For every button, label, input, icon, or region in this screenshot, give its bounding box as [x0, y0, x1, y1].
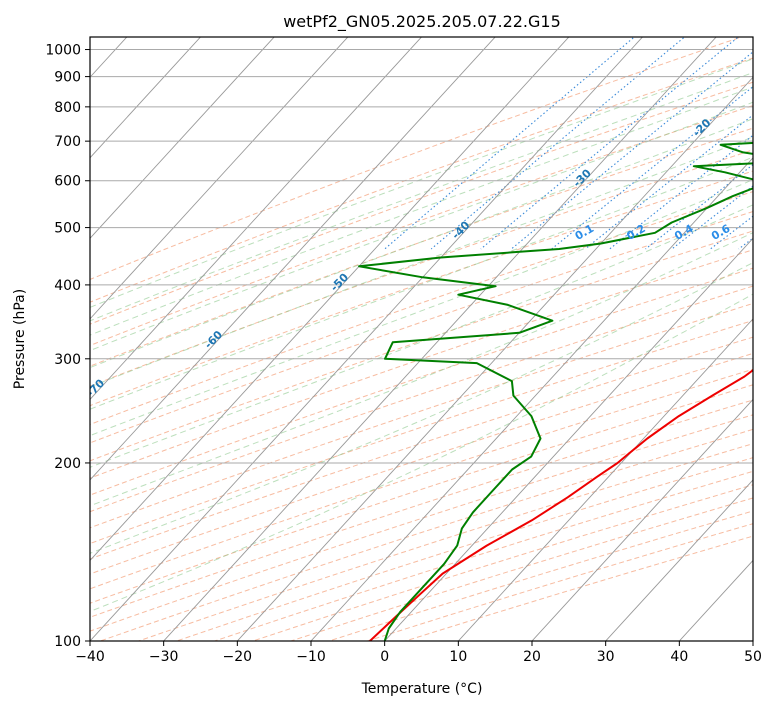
- isotherm-line: [90, 37, 275, 240]
- isotherm-line: [163, 37, 717, 641]
- dry-adiabat-line: [90, 191, 753, 426]
- isotherm-label: -40: [449, 218, 472, 241]
- isotherm-line: [90, 37, 349, 320]
- x-tick-label: −20: [223, 649, 253, 665]
- background-lines: [90, 25, 775, 641]
- dry-adiabat-line: [90, 210, 753, 444]
- dry-adiabat-line: [90, 81, 753, 325]
- moist-adiabat-line: [90, 58, 753, 308]
- dry-adiabat-line: [90, 37, 743, 280]
- isotherm-line: [90, 37, 496, 481]
- y-tick-label: 800: [54, 100, 81, 116]
- moist-adiabat-line: [90, 136, 753, 388]
- x-tick-label: −40: [75, 649, 105, 665]
- mixing-ratio-line: [551, 85, 753, 250]
- dry-adiabat-line: [213, 470, 753, 641]
- isotherm-line: [310, 157, 753, 641]
- x-tick-label: 20: [523, 649, 541, 665]
- dry-adiabat-line: [251, 484, 753, 641]
- x-tick-label: 50: [744, 649, 762, 665]
- mixing-ratio-label: 0.1: [573, 222, 596, 243]
- mixing-ratio-line: [384, 37, 636, 250]
- dry-adiabat-line: [289, 497, 753, 641]
- dry-adiabat-line: [90, 319, 753, 545]
- moist-adiabat-line: [90, 101, 753, 352]
- dry-adiabat-line: [90, 127, 753, 367]
- isotherm-line: [90, 37, 644, 641]
- x-tick-label: 30: [597, 649, 615, 665]
- line-labels: -100-90-80-70-60-50-40-30-20-10010203040…: [84, 116, 753, 400]
- grid-lines: [0, 25, 753, 668]
- isotherm-line: [90, 37, 202, 159]
- dry-adiabat-line: [90, 352, 753, 575]
- isotherm-label: -30: [571, 166, 594, 189]
- y-tick-label: 400: [54, 278, 81, 294]
- isotherm-line: [531, 398, 753, 641]
- x-axis-label: Temperature (°C): [361, 681, 483, 697]
- series-layer: [358, 141, 753, 641]
- mixing-ratio-line: [480, 37, 740, 250]
- y-tick-label: 100: [54, 634, 81, 650]
- profile-series-line: [358, 141, 753, 641]
- x-tick-label: 40: [670, 649, 688, 665]
- moist-adiabat-line: [90, 86, 753, 336]
- isotherm-line: [90, 37, 570, 562]
- isotherm-line: [90, 37, 423, 401]
- y-axis-label: Pressure (hPa): [12, 289, 28, 389]
- mixing-ratio-label: 0.4: [672, 222, 696, 243]
- chart-title: wetPf2_GN05.2025.205.07.22.G15: [283, 12, 561, 32]
- isotherm-line: [0, 25, 64, 668]
- moist-adiabat-line: [90, 179, 753, 437]
- y-axis: 100 200 300 400 500 600 700 800 900 1000: [45, 43, 90, 650]
- plot-frame: [89, 36, 754, 642]
- dry-adiabat-line: [90, 170, 753, 407]
- y-tick-label: 500: [54, 221, 81, 237]
- x-tick-label: 10: [449, 649, 467, 665]
- x-tick-label: −30: [149, 649, 179, 665]
- x-axis: −40 −30 −20 −10 0 10 20 30 40 50: [75, 641, 762, 665]
- y-tick-label: 300: [54, 352, 81, 368]
- mixing-ratio-line: [761, 25, 775, 249]
- isotherm-line: [678, 559, 753, 641]
- moist-adiabat-line: [90, 156, 753, 410]
- dry-adiabat-line: [90, 368, 753, 590]
- profile-series-line: [369, 368, 753, 641]
- y-tick-label: 700: [54, 134, 81, 150]
- isotherm-line: [752, 640, 753, 641]
- mixing-ratio-line: [738, 237, 753, 250]
- x-tick-label: −10: [296, 649, 326, 665]
- dry-adiabat-line: [90, 336, 753, 560]
- isotherm-label: -70: [84, 376, 107, 399]
- mixing-ratio-line: [710, 215, 753, 250]
- isotherm-line: [236, 76, 753, 641]
- dry-adiabat-line: [90, 384, 753, 604]
- y-tick-label: 900: [54, 70, 81, 86]
- moist-adiabat-line: [90, 232, 753, 507]
- y-tick-label: 1000: [45, 43, 81, 59]
- mixing-ratio-line: [645, 163, 753, 250]
- y-tick-label: 600: [54, 174, 81, 190]
- y-tick-label: 200: [54, 456, 81, 472]
- dry-adiabat-line: [90, 230, 753, 462]
- isotherm-line: [457, 318, 753, 641]
- mixing-ratio-line: [430, 37, 686, 250]
- mixing-ratio-line: [510, 51, 753, 250]
- isotherm-label: -60: [202, 328, 225, 351]
- isotherm-line: [384, 237, 753, 641]
- mixing-ratio-line: [584, 114, 753, 250]
- x-tick-label: 0: [380, 649, 389, 665]
- isotherm-line: [605, 479, 753, 641]
